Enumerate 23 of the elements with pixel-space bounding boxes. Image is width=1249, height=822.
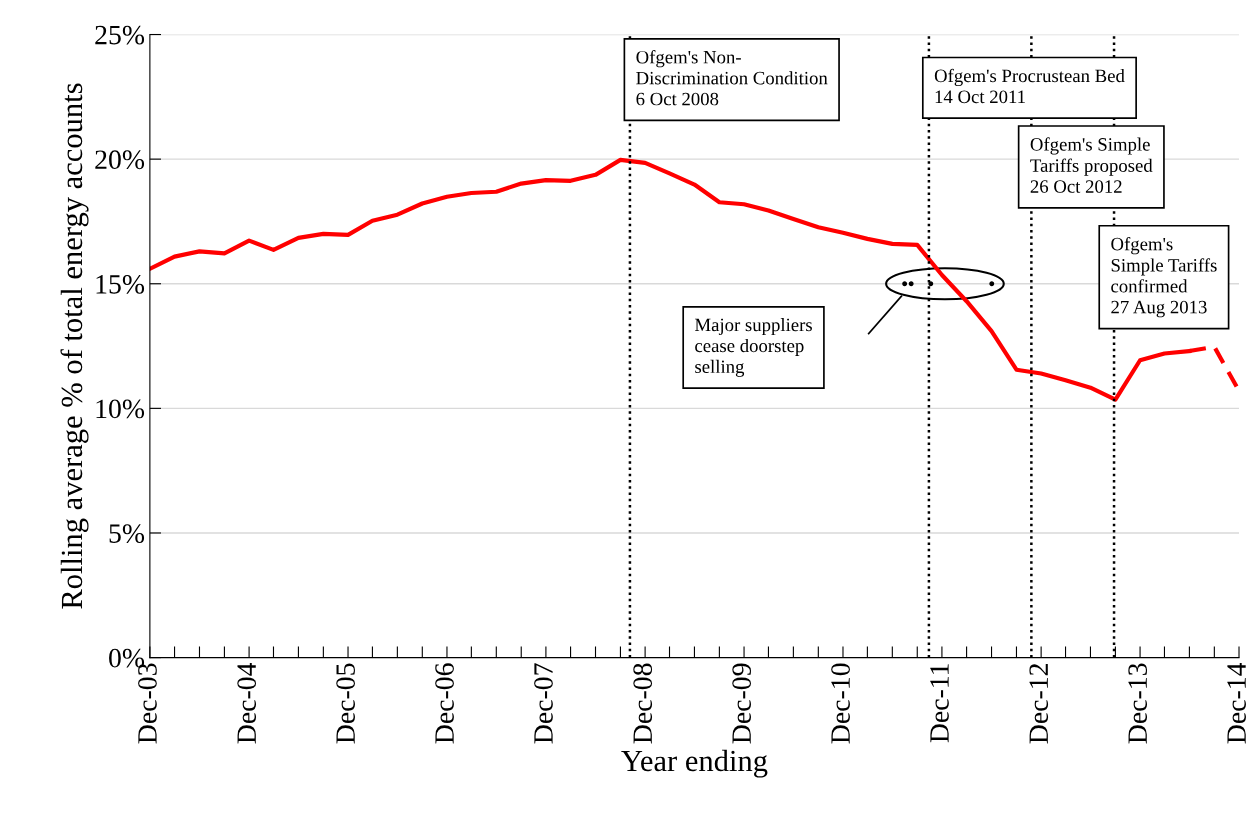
x-tick-label: Dec-04 <box>237 662 257 744</box>
y-tick-label: 25% <box>95 25 145 45</box>
x-tick-label: Dec-09 <box>732 663 751 744</box>
annotation: Major suppliers cease doorstep selling <box>694 318 812 377</box>
ref-line-label: Ofgem's Procrustean Bed 14 Oct 2011 <box>934 68 1125 104</box>
x-tick-label: Dec-13 <box>1128 663 1148 744</box>
y-tick-label: 5% <box>109 524 145 543</box>
ref-line-label: Ofgem's Simple Tariffs confirmed 27 Aug 2013 <box>1111 237 1217 318</box>
ref-line-label: Ofgem's Simple Tariffs proposed 26 Oct 2012 <box>1030 137 1153 193</box>
x-tick-label: Dec-07 <box>534 663 553 744</box>
x-tick-label: Dec-12 <box>1029 664 1049 744</box>
y-tick-label: 20% <box>95 150 145 170</box>
x-axis-title: Year ending <box>621 749 768 778</box>
y-tick-label: 10% <box>96 399 145 419</box>
x-tick-label: Dec-10 <box>831 663 850 744</box>
x-tick-label: Dec-08 <box>633 663 653 744</box>
y-axis-title: Rolling average % of total energy accounts <box>60 83 89 609</box>
x-tick-label: Dec-06 <box>435 663 454 744</box>
y-tick-label: 15% <box>96 274 145 294</box>
ref-line-label: Ofgem's Non- Discrimination Condition 6 Oct 2008 <box>636 50 828 106</box>
x-tick-label: Dec-05 <box>336 663 355 744</box>
x-tick-label: Dec-14 <box>1227 662 1246 744</box>
x-tick-label: Dec-11 <box>930 664 949 743</box>
